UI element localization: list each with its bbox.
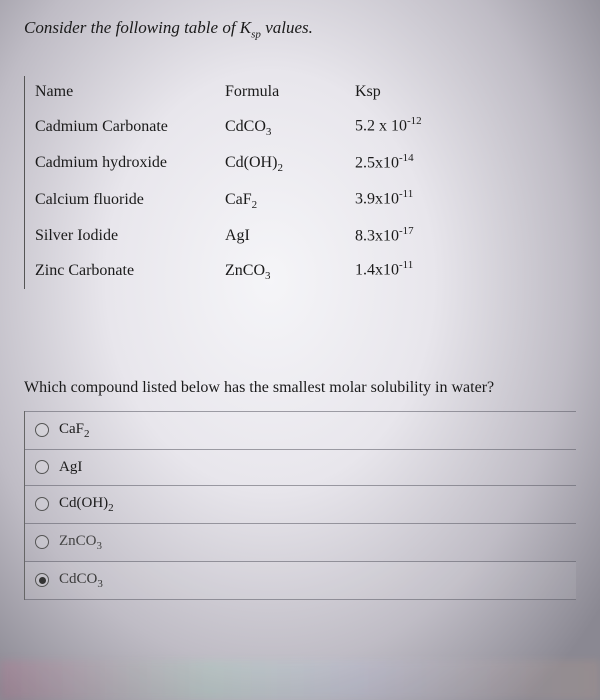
ksp-value: 2.5x10-14 <box>355 152 576 172</box>
table-row: Cadmium CarbonateCdCO35.2 x 10-12 <box>35 108 576 145</box>
question-text: Which compound listed below has the smal… <box>24 379 576 397</box>
table-row: Calcium fluorideCaF23.9x10-11 <box>35 181 576 218</box>
option-label: Cd(OH)2 <box>59 495 114 514</box>
answer-option[interactable]: CdCO3 <box>25 562 576 600</box>
answer-option[interactable]: AgI <box>25 450 576 486</box>
ksp-value: 1.4x10-11 <box>355 259 576 279</box>
prompt-suffix: values. <box>261 18 313 37</box>
ksp-value: 3.9x10-11 <box>355 188 576 208</box>
option-label: CdCO3 <box>59 571 103 590</box>
photo-glare <box>0 660 600 700</box>
radio-icon[interactable] <box>35 460 49 474</box>
compound-formula: CdCO3 <box>225 118 355 138</box>
radio-icon[interactable] <box>35 497 49 511</box>
question-prompt: Consider the following table of Ksp valu… <box>24 18 576 40</box>
compound-name: Cadmium hydroxide <box>35 154 225 172</box>
answer-options: CaF2 AgI Cd(OH)2 ZnCO3 CdCO3 <box>24 411 576 600</box>
compound-name: Zinc Carbonate <box>35 262 225 280</box>
compound-formula: Cd(OH)2 <box>225 154 355 174</box>
table-header: Name Formula Ksp <box>35 76 576 108</box>
header-ksp: Ksp <box>355 83 576 101</box>
option-label: AgI <box>59 459 82 476</box>
prompt-prefix: Consider the following table of K <box>24 18 251 37</box>
header-formula: Formula <box>225 83 355 101</box>
ksp-value: 8.3x10-17 <box>355 225 576 245</box>
ksp-table: Name Formula Ksp Cadmium CarbonateCdCO35… <box>24 76 576 288</box>
radio-icon[interactable] <box>35 423 49 437</box>
table-row: Zinc CarbonateZnCO31.4x10-11 <box>35 252 576 289</box>
radio-icon[interactable] <box>35 573 49 587</box>
header-name: Name <box>35 83 225 101</box>
table-row: Cadmium hydroxideCd(OH)22.5x10-14 <box>35 145 576 182</box>
compound-formula: ZnCO3 <box>225 262 355 282</box>
option-label: CaF2 <box>59 421 90 440</box>
option-label: ZnCO3 <box>59 533 102 552</box>
ksp-value: 5.2 x 10-12 <box>355 115 576 135</box>
prompt-sub: sp <box>251 28 261 40</box>
compound-name: Cadmium Carbonate <box>35 118 225 136</box>
radio-icon[interactable] <box>35 535 49 549</box>
compound-name: Calcium fluoride <box>35 191 225 209</box>
answer-option[interactable]: CaF2 <box>25 411 576 450</box>
compound-name: Silver Iodide <box>35 227 225 245</box>
compound-formula: AgI <box>225 227 355 245</box>
answer-option[interactable]: Cd(OH)2 <box>25 486 576 524</box>
compound-formula: CaF2 <box>225 191 355 211</box>
table-row: Silver IodideAgI8.3x10-17 <box>35 218 576 252</box>
answer-option[interactable]: ZnCO3 <box>25 524 576 562</box>
